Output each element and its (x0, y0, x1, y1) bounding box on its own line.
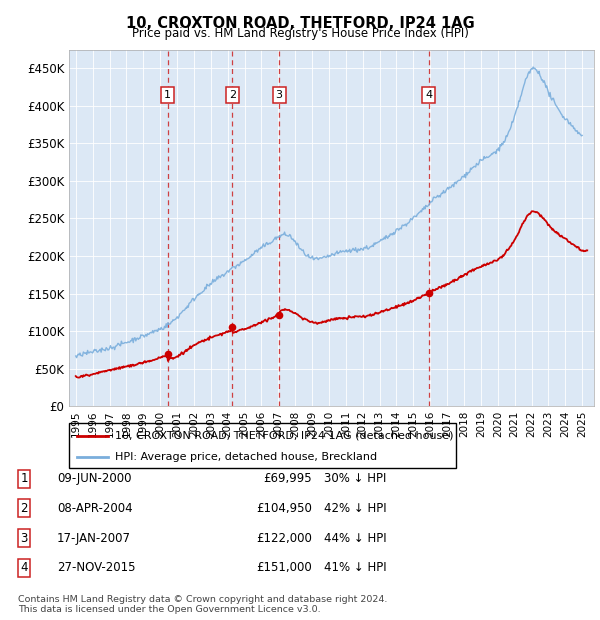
Text: 42% ↓ HPI: 42% ↓ HPI (324, 502, 386, 515)
Text: 4: 4 (425, 90, 432, 100)
Text: 09-JUN-2000: 09-JUN-2000 (57, 472, 131, 485)
Text: 4: 4 (20, 562, 28, 574)
Text: 2: 2 (20, 502, 28, 515)
Text: 10, CROXTON ROAD, THETFORD, IP24 1AG (detached house): 10, CROXTON ROAD, THETFORD, IP24 1AG (de… (115, 430, 454, 441)
Text: 08-APR-2004: 08-APR-2004 (57, 502, 133, 515)
Text: Price paid vs. HM Land Registry's House Price Index (HPI): Price paid vs. HM Land Registry's House … (131, 27, 469, 40)
Text: Contains HM Land Registry data © Crown copyright and database right 2024.: Contains HM Land Registry data © Crown c… (18, 595, 388, 604)
Text: 30% ↓ HPI: 30% ↓ HPI (324, 472, 386, 485)
Text: 1: 1 (20, 472, 28, 485)
Text: HPI: Average price, detached house, Breckland: HPI: Average price, detached house, Brec… (115, 452, 377, 462)
Text: 1: 1 (164, 90, 171, 100)
Text: £104,950: £104,950 (256, 502, 312, 515)
Text: 27-NOV-2015: 27-NOV-2015 (57, 562, 136, 574)
Text: 10, CROXTON ROAD, THETFORD, IP24 1AG: 10, CROXTON ROAD, THETFORD, IP24 1AG (125, 16, 475, 30)
Text: £151,000: £151,000 (256, 562, 312, 574)
Text: 17-JAN-2007: 17-JAN-2007 (57, 532, 131, 544)
Text: 3: 3 (20, 532, 28, 544)
Text: £122,000: £122,000 (256, 532, 312, 544)
Text: 44% ↓ HPI: 44% ↓ HPI (324, 532, 386, 544)
Text: 3: 3 (275, 90, 283, 100)
Text: £69,995: £69,995 (263, 472, 312, 485)
Text: 41% ↓ HPI: 41% ↓ HPI (324, 562, 386, 574)
Text: 2: 2 (229, 90, 236, 100)
Text: This data is licensed under the Open Government Licence v3.0.: This data is licensed under the Open Gov… (18, 604, 320, 614)
